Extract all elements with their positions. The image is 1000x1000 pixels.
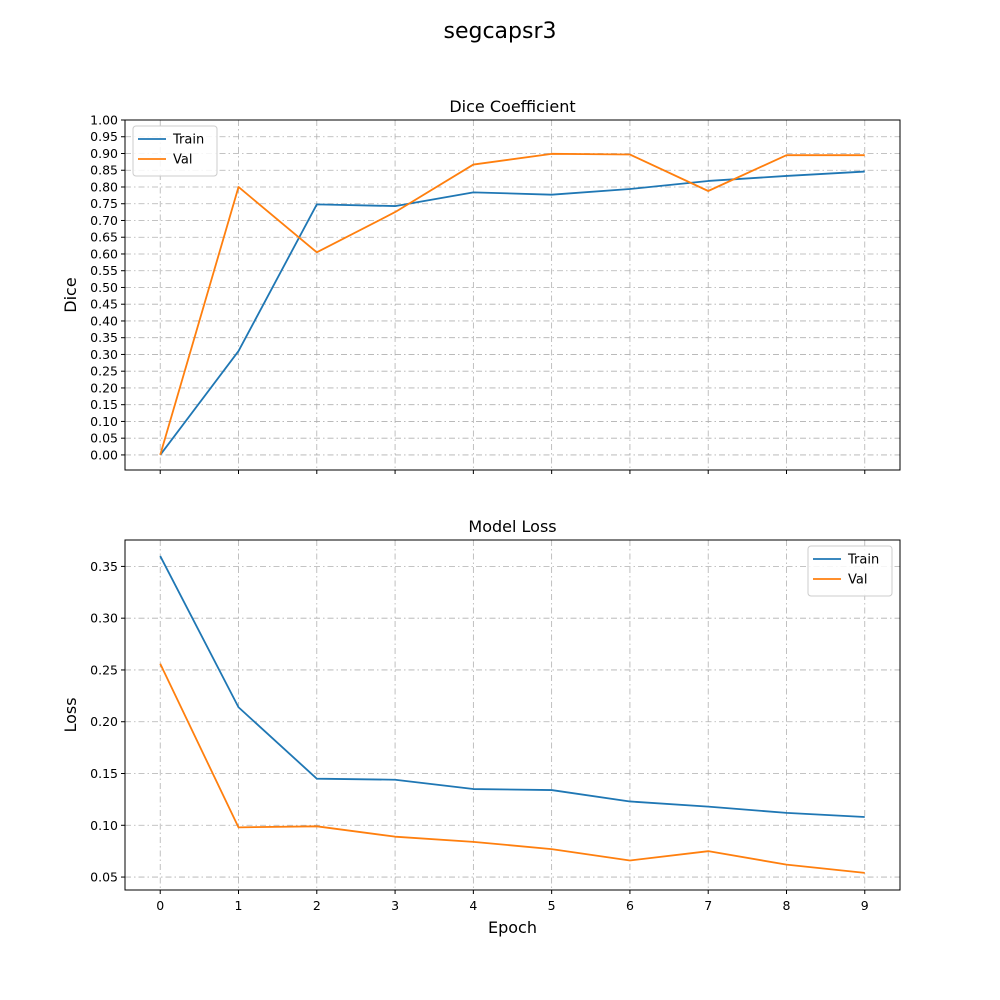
legend-label-val: Val (848, 573, 867, 588)
y-tick-label: 0.60 (90, 246, 118, 261)
series-line-train (159, 555, 865, 818)
y-tick-label: 0.05 (90, 870, 118, 885)
legend-label-val: Val (173, 153, 192, 168)
y-tick-label: 0.80 (90, 179, 118, 194)
series-line-val (159, 663, 865, 874)
y-tick-label: 0.05 (90, 431, 118, 446)
y-tick-label: 0.75 (90, 196, 118, 211)
y-tick-label: 0.70 (90, 213, 118, 228)
y-tick-label: 0.90 (90, 146, 118, 161)
y-axis-label: Dice (61, 277, 80, 312)
legend-label-train: Train (847, 553, 879, 568)
y-tick-label: 0.85 (90, 163, 118, 178)
y-tick-label: 0.00 (90, 447, 118, 462)
y-tick-label: 0.25 (90, 662, 118, 677)
plot-frame (124, 119, 901, 471)
x-axis-label: Epoch (488, 918, 537, 937)
x-tick-label: 5 (548, 898, 556, 913)
y-tick-label: 0.35 (90, 330, 118, 345)
figure-title: segcapsr3 (443, 19, 556, 44)
x-tick-label: 3 (391, 898, 399, 913)
x-tick-label: 7 (704, 898, 712, 913)
y-tick-label: 0.15 (90, 766, 118, 781)
x-tick-label: 8 (783, 898, 791, 913)
legend-label-train: Train (172, 133, 204, 148)
y-tick-label: 0.15 (90, 397, 118, 412)
chart-title: Model Loss (468, 517, 556, 536)
y-tick-label: 1.00 (90, 113, 118, 128)
y-tick-label: 0.20 (90, 714, 118, 729)
y-tick-label: 0.35 (90, 559, 118, 574)
y-tick-label: 0.95 (90, 129, 118, 144)
loss-chart: 0.05 0.10 0.15 0.20 0.25 0.30 0.35 0 1 2 3 4 5 6 7 8 9 Mo… (61, 517, 901, 937)
x-tick-label: 6 (626, 898, 634, 913)
y-tick-label: 0.45 (90, 297, 118, 312)
y-axis-label: Loss (61, 697, 80, 732)
x-tick-label: 0 (156, 898, 164, 913)
legend: Train Val (132, 125, 218, 177)
series-line-train (159, 170, 865, 456)
chart-title: Dice Coefficient (449, 97, 575, 116)
y-tick-label: 0.20 (90, 380, 118, 395)
plot-frame (124, 539, 901, 891)
y-tick-label: 0.30 (90, 347, 118, 362)
y-tick-label: 0.10 (90, 414, 118, 429)
y-tick-label: 0.65 (90, 230, 118, 245)
dice-chart: 0.000.05 0.10 0.15 0.200.25 0.30 0.35 0.400.45… (61, 97, 901, 474)
legend: Train Val (807, 545, 893, 597)
y-tick-label: 0.25 (90, 364, 118, 379)
y-tick-label: 0.10 (90, 818, 118, 833)
y-tick-label: 0.55 (90, 263, 118, 278)
series-line-val (159, 152, 865, 456)
y-tick-label: 0.30 (90, 611, 118, 626)
y-tick-label: 0.40 (90, 313, 118, 328)
x-tick-label: 2 (313, 898, 321, 913)
x-tick-label: 4 (469, 898, 477, 913)
x-tick-label: 1 (235, 898, 243, 913)
x-tick-label: 9 (861, 898, 869, 913)
y-tick-label: 0.50 (90, 280, 118, 295)
